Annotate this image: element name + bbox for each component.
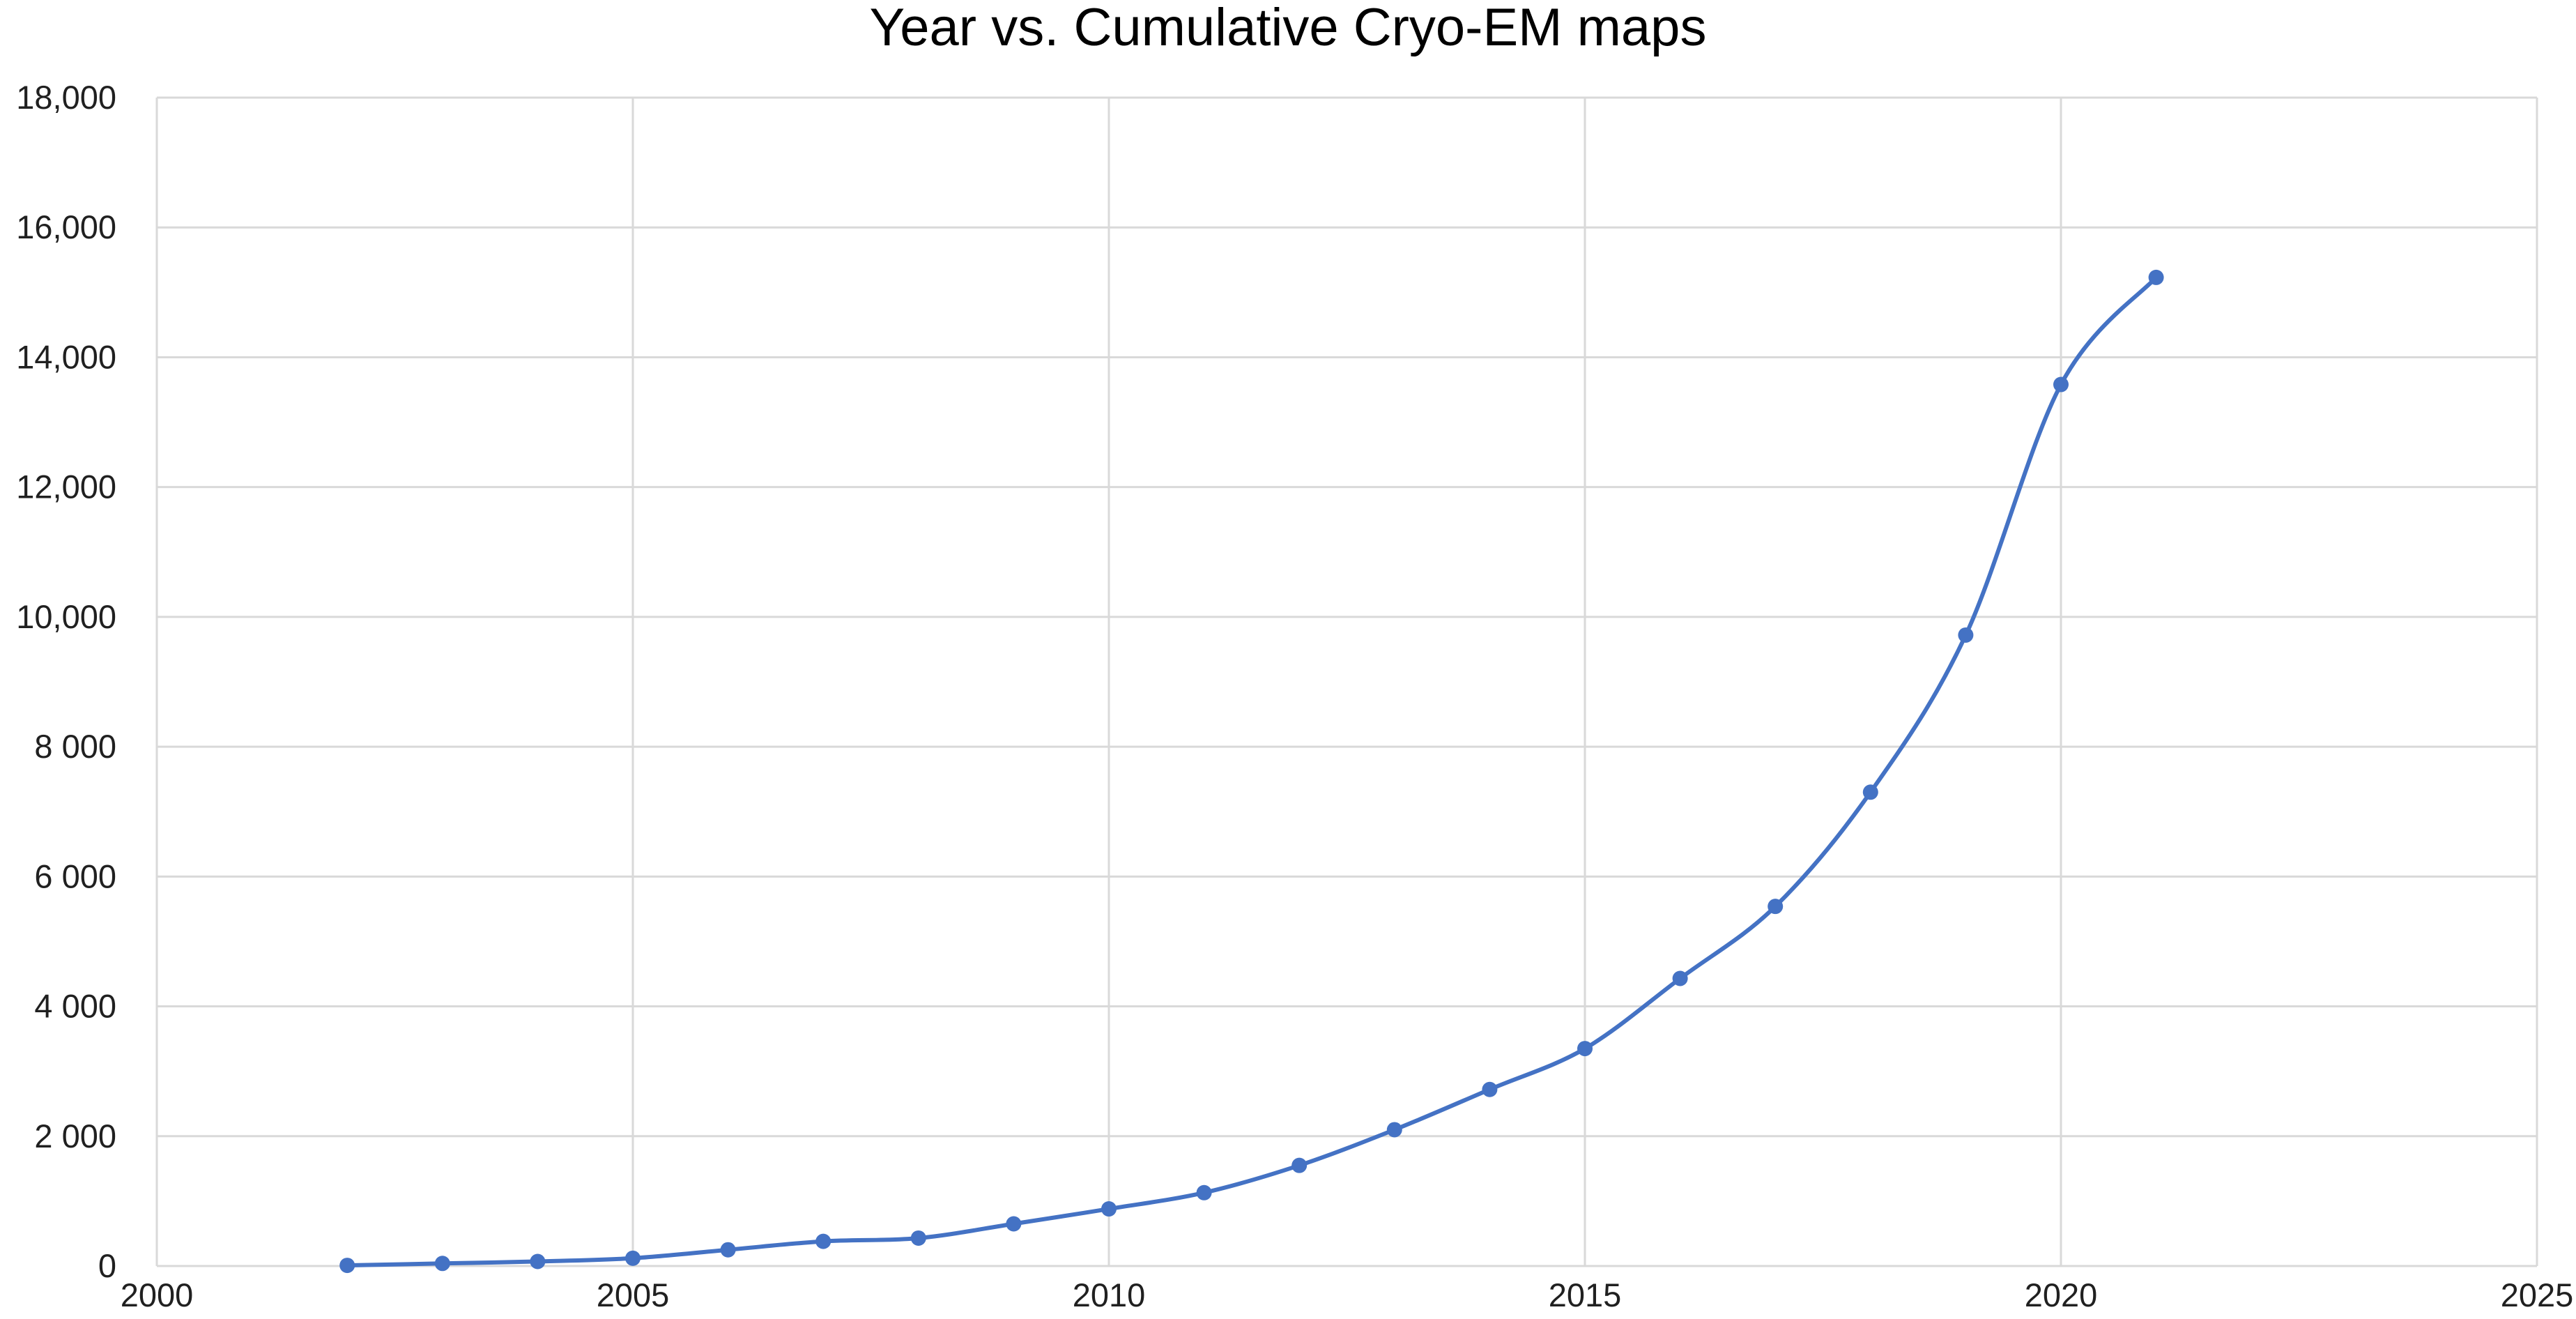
data-point bbox=[1672, 970, 1688, 986]
x-tick-label: 2005 bbox=[597, 1276, 670, 1313]
data-point bbox=[1101, 1201, 1117, 1217]
data-point bbox=[1862, 784, 1878, 800]
y-tick-label: 14,000 bbox=[16, 338, 116, 375]
y-tick-label: 6 000 bbox=[34, 857, 116, 894]
x-axis-tick-labels: 2000 2005 2010 2015 2020 2025 bbox=[121, 1276, 2574, 1313]
y-tick-label: 18,000 bbox=[16, 79, 116, 116]
data-point bbox=[1386, 1122, 1402, 1138]
data-point bbox=[1768, 899, 1784, 915]
data-point bbox=[1958, 627, 1974, 643]
data-point bbox=[815, 1233, 831, 1249]
data-point bbox=[339, 1258, 355, 1274]
data-point bbox=[625, 1250, 641, 1266]
y-tick-label: 4 000 bbox=[34, 988, 116, 1025]
data-point bbox=[1482, 1081, 1498, 1097]
y-axis-tick-labels: 0 2 000 4 000 6 000 8 000 10,000 12,000 14,000 1… bbox=[16, 79, 116, 1284]
x-tick-label: 2000 bbox=[121, 1276, 194, 1313]
data-point bbox=[1196, 1184, 1212, 1200]
data-points bbox=[339, 269, 2164, 1274]
chart-title: Year vs. Cumulative Cryo-EM maps bbox=[869, 0, 1707, 57]
y-tick-label: 16,000 bbox=[16, 208, 116, 245]
y-tick-label: 2 000 bbox=[34, 1118, 116, 1154]
y-tick-label: 0 bbox=[98, 1247, 116, 1284]
y-tick-label: 12,000 bbox=[16, 468, 116, 505]
data-point bbox=[434, 1256, 450, 1272]
y-tick-label: 8 000 bbox=[34, 728, 116, 765]
y-tick-label: 10,000 bbox=[16, 598, 116, 635]
data-point bbox=[720, 1242, 736, 1258]
data-point bbox=[1006, 1216, 1022, 1232]
data-point bbox=[1577, 1041, 1593, 1057]
x-tick-label: 2025 bbox=[2501, 1276, 2574, 1313]
data-point bbox=[530, 1253, 546, 1270]
x-tick-label: 2020 bbox=[2025, 1276, 2098, 1313]
x-tick-label: 2015 bbox=[1549, 1276, 1622, 1313]
data-point bbox=[2053, 376, 2069, 392]
data-point bbox=[2148, 269, 2164, 285]
series-line bbox=[345, 275, 2159, 1268]
data-point bbox=[1291, 1157, 1308, 1173]
x-tick-label: 2010 bbox=[1073, 1276, 1146, 1313]
data-point bbox=[910, 1230, 926, 1246]
series-line-layer bbox=[345, 275, 2159, 1268]
grid-lines bbox=[155, 96, 2538, 1267]
